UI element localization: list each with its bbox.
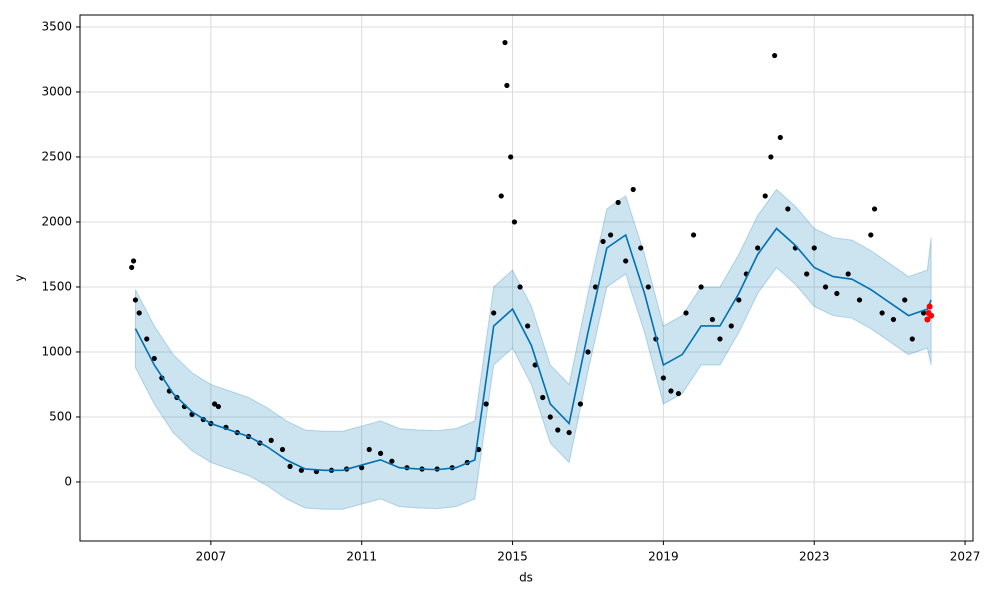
data-point xyxy=(879,310,885,316)
data-point xyxy=(555,427,561,433)
x-tick-label: 2027 xyxy=(950,550,981,564)
x-tick-label: 2015 xyxy=(497,550,528,564)
data-point xyxy=(476,446,482,453)
data-point xyxy=(585,349,591,355)
data-point xyxy=(668,388,674,394)
plot-frame xyxy=(79,14,974,542)
data-point xyxy=(683,310,689,316)
x-tick-label: 2011 xyxy=(346,550,377,564)
data-point xyxy=(491,310,497,316)
data-point xyxy=(717,336,723,342)
data-point xyxy=(924,316,931,323)
data-point xyxy=(366,446,372,453)
y-tick-label: 3500 xyxy=(41,19,72,33)
data-point xyxy=(834,290,840,297)
data-point xyxy=(592,284,599,290)
y-tick-label: 2000 xyxy=(41,214,72,228)
data-point xyxy=(928,312,935,319)
data-point xyxy=(577,401,584,407)
data-point xyxy=(268,437,274,443)
x-tick-label: 2023 xyxy=(799,550,830,564)
data-point xyxy=(890,316,897,323)
data-point xyxy=(389,458,395,464)
data-point xyxy=(600,238,606,245)
y-axis-label: y xyxy=(13,274,27,281)
data-point xyxy=(920,310,927,316)
data-point xyxy=(502,39,508,46)
y-tick-label: 1500 xyxy=(41,279,72,293)
data-point xyxy=(287,463,293,469)
data-point xyxy=(772,52,778,59)
data-point xyxy=(638,245,644,251)
data-point xyxy=(777,134,783,141)
data-point xyxy=(675,390,682,397)
data-point xyxy=(768,154,774,160)
data-point xyxy=(130,258,137,264)
data-point xyxy=(607,232,614,238)
data-point xyxy=(144,336,150,342)
data-point xyxy=(822,284,829,290)
data-point xyxy=(856,297,863,303)
data-point xyxy=(525,323,531,329)
data-point xyxy=(926,303,933,310)
data-point xyxy=(762,193,768,199)
forecast-line xyxy=(134,227,932,472)
data-point xyxy=(871,206,878,212)
y-tick-label: 500 xyxy=(49,409,72,423)
y-tick-label: 1000 xyxy=(41,344,72,358)
data-point xyxy=(511,219,518,225)
data-point xyxy=(811,245,817,251)
data-point xyxy=(804,271,810,277)
x-tick-label: 2019 xyxy=(648,550,679,564)
data-point xyxy=(845,271,851,277)
data-point xyxy=(498,193,504,199)
data-point xyxy=(630,186,636,193)
data-point xyxy=(504,82,510,89)
data-point xyxy=(377,450,384,456)
data-point xyxy=(508,154,514,160)
data-point xyxy=(709,316,716,323)
data-point xyxy=(690,232,697,238)
data-point xyxy=(540,394,546,401)
data-point xyxy=(212,401,218,407)
data-point xyxy=(868,232,874,238)
data-point xyxy=(645,284,651,290)
data-point xyxy=(698,284,704,290)
data-point xyxy=(785,206,791,212)
data-point xyxy=(132,297,139,303)
data-point xyxy=(151,355,157,362)
data-point xyxy=(736,297,742,303)
data-point xyxy=(298,467,304,473)
data-point xyxy=(755,245,761,251)
data-point xyxy=(623,258,629,264)
x-axis-label: ds xyxy=(519,571,533,585)
y-tick-label: 0 xyxy=(64,474,72,488)
data-point xyxy=(136,310,142,316)
data-point xyxy=(129,264,135,271)
plot-area xyxy=(80,15,973,541)
x-tick-label: 2007 xyxy=(196,550,227,564)
data-point xyxy=(909,336,915,342)
data-point xyxy=(215,403,221,410)
data-point xyxy=(483,401,489,407)
y-tick-label: 3000 xyxy=(41,84,72,98)
data-point xyxy=(279,446,286,453)
data-point xyxy=(517,284,523,290)
data-point xyxy=(728,323,734,329)
data-point xyxy=(660,375,666,381)
y-tick-label: 2500 xyxy=(41,149,72,163)
data-point xyxy=(902,297,908,303)
data-point xyxy=(566,429,572,436)
data-point xyxy=(359,465,365,471)
data-point xyxy=(547,414,553,420)
data-point xyxy=(615,199,621,206)
